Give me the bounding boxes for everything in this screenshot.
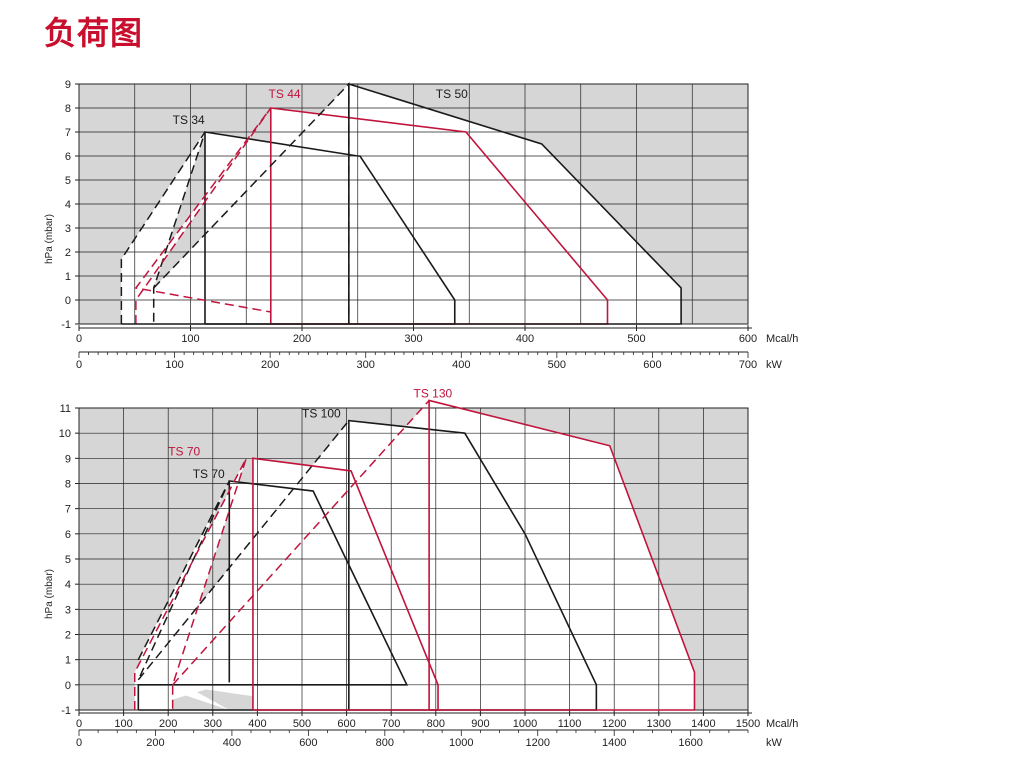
series-working-line — [252, 457, 439, 711]
x-tick-label: 600 — [337, 718, 355, 730]
x2-tick-label: 1600 — [678, 737, 702, 749]
y-tick-label: 4 — [65, 579, 71, 591]
series-ts-70-red: TS 70 — [134, 444, 439, 711]
series-label: TS 100 — [302, 407, 341, 421]
x-axis-label: Mcal/h — [766, 333, 798, 345]
y-tick-label: 9 — [65, 79, 71, 91]
x-tick-label: 300 — [404, 333, 422, 345]
x-tick-label: 500 — [627, 333, 645, 345]
x2-tick-label: 1400 — [602, 737, 626, 749]
y-tick-label: 1 — [65, 655, 71, 667]
x2-tick-label: 600 — [643, 359, 661, 371]
x-tick-label: 500 — [293, 718, 311, 730]
x-tick-label: 400 — [516, 333, 534, 345]
series-ignition-line — [134, 457, 247, 710]
x2-tick-label: 500 — [548, 359, 566, 371]
y-tick-label: 1 — [65, 271, 71, 283]
x-tick-label: 1300 — [647, 718, 671, 730]
x2-tick-label: 1200 — [526, 737, 550, 749]
y-tick-label: 8 — [65, 103, 71, 115]
x-tick-label: 1400 — [691, 718, 715, 730]
series-label: TS 130 — [414, 386, 453, 400]
y-tick-label: 7 — [65, 127, 71, 139]
x-tick-label: 100 — [114, 718, 132, 730]
y-axis-label: hPa (mbar) — [44, 569, 55, 619]
x-tick-label: 1100 — [558, 718, 582, 730]
y-tick-label: 9 — [65, 453, 71, 465]
series-label: TS 34 — [173, 113, 205, 127]
envelope-fill — [429, 400, 695, 710]
y-tick-label: -1 — [61, 319, 71, 331]
series-ts-130-red: TS 130 — [172, 386, 696, 711]
series-ignition-line — [172, 399, 430, 686]
y-tick-label: 6 — [65, 151, 71, 163]
y-tick-label: 4 — [65, 199, 71, 211]
y-tick-label: 11 — [60, 403, 71, 415]
y-tick-label: 0 — [65, 680, 71, 692]
envelope-fill — [172, 400, 430, 710]
x2-tick-label: 0 — [76, 737, 82, 749]
series-working-line — [137, 480, 409, 710]
x-tick-label: 100 — [181, 333, 199, 345]
page-title: 负荷图 — [44, 14, 144, 52]
x-tick-label: 900 — [471, 718, 489, 730]
series-working-line — [121, 82, 682, 325]
y-tick-label: 5 — [65, 175, 71, 187]
x-tick-label: 1500 — [736, 718, 760, 730]
y-tick-label: 2 — [65, 630, 71, 642]
y-tick-label: -1 — [61, 705, 71, 717]
x2-tick-label: 800 — [376, 737, 394, 749]
x2-tick-label: 300 — [357, 359, 375, 371]
y-tick-label: 0 — [65, 295, 71, 307]
x2-tick-label: 700 — [739, 359, 757, 371]
y-tick-label: 8 — [65, 479, 71, 491]
series-working-line — [428, 399, 696, 711]
x2-tick-label: 400 — [452, 359, 470, 371]
x-tick-label: 300 — [204, 718, 222, 730]
x-tick-label: 800 — [427, 718, 445, 730]
series-label: TS 70 — [193, 467, 225, 481]
y-tick-label: 2 — [65, 247, 71, 259]
x-tick-label: 1200 — [602, 718, 626, 730]
x-tick-label: 200 — [293, 333, 311, 345]
x-tick-label: 200 — [159, 718, 177, 730]
x-tick-label: 0 — [76, 718, 82, 730]
x-tick-label: 1000 — [513, 718, 537, 730]
y-tick-label: 3 — [65, 604, 71, 616]
x-tick-label: 600 — [739, 333, 757, 345]
x-tick-label: 400 — [248, 718, 266, 730]
series-label: TS 44 — [269, 87, 301, 101]
x2-tick-label: 200 — [146, 737, 164, 749]
x-tick-label: 0 — [76, 333, 82, 345]
x2-axis-label: kW — [766, 737, 783, 749]
load-chart-top: 9 8 7 6 5 4 3 2 1 0 -1 hPa (mbar) 0 100 200 300 400 500 60… — [44, 79, 798, 371]
y-tick-label: 7 — [65, 504, 71, 516]
series-label: TS 70 — [168, 444, 200, 458]
x2-tick-label: 0 — [76, 359, 82, 371]
x-tick-label: 700 — [382, 718, 400, 730]
y-tick-label: 5 — [65, 554, 71, 566]
x2-tick-label: 200 — [261, 359, 279, 371]
x2-tick-label: 400 — [223, 737, 241, 749]
series-ts-50-black: TS 50 — [121, 82, 682, 325]
y-axis-label: hPa (mbar) — [44, 214, 55, 264]
y-tick-label: 10 — [59, 428, 71, 440]
x2-tick-label: 1000 — [449, 737, 473, 749]
y-tick-label: 6 — [65, 529, 71, 541]
series-label: TS 50 — [436, 87, 468, 101]
x-axis-label: Mcal/h — [766, 718, 798, 730]
x2-axis-label: kW — [766, 359, 783, 371]
x2-tick-label: 100 — [165, 359, 183, 371]
series-ts-70-black: TS 70 — [137, 467, 409, 710]
x2-tick-label: 600 — [299, 737, 317, 749]
y-tick-label: 3 — [65, 223, 71, 235]
